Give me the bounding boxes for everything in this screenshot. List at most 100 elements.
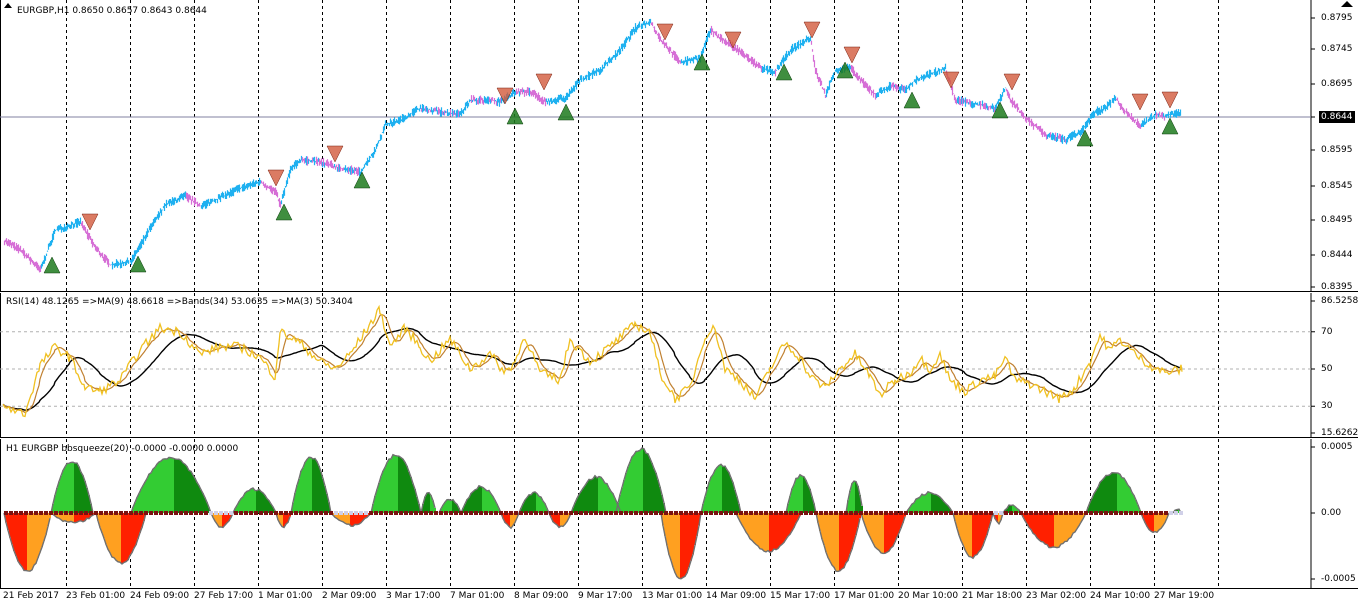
squeeze-dot <box>444 511 448 515</box>
squeeze-bar <box>710 477 712 513</box>
squeeze-dot <box>9 511 13 515</box>
squeeze-bar <box>988 513 990 528</box>
squeeze-dot <box>754 511 758 515</box>
price-tick-label: 0.8545 <box>1321 181 1353 191</box>
squeeze-bar <box>998 513 1000 524</box>
time-tick-label: 8 Mar 09:00 <box>514 591 569 601</box>
squeeze-bar <box>362 513 364 521</box>
squeeze-bar <box>811 496 813 513</box>
price-pane[interactable]: EURGBP,H1 0.8650 0.8657 0.8643 0.8644 0.… <box>0 0 1358 292</box>
squeeze-outline <box>460 484 502 514</box>
squeeze-bar <box>512 513 514 526</box>
squeeze-bar <box>966 513 968 554</box>
squeeze-dot <box>884 511 888 515</box>
squeeze-bar <box>645 453 647 513</box>
squeeze-bar <box>258 489 260 513</box>
squeeze-bar <box>1022 513 1024 518</box>
squeeze-dot <box>644 511 648 515</box>
squeeze-bar <box>283 513 285 528</box>
squeeze-bar <box>676 513 678 577</box>
squeeze-dot <box>159 511 163 515</box>
squeeze-dot <box>149 511 153 515</box>
squeeze-bar <box>123 513 125 563</box>
squeeze-bar <box>807 484 809 513</box>
squeeze-dot <box>349 511 353 515</box>
squeeze-bar <box>564 513 566 525</box>
squeeze-bar <box>88 495 90 513</box>
squeeze-dot <box>989 511 993 515</box>
squeeze-dot <box>284 511 288 515</box>
squeeze-chart[interactable] <box>0 439 1358 589</box>
time-tick-label: 13 Mar 01:00 <box>642 591 703 601</box>
squeeze-bar <box>720 464 722 513</box>
squeeze-dot <box>104 511 108 515</box>
squeeze-bar <box>196 482 198 513</box>
rsi-bands-line <box>2 327 1183 411</box>
squeeze-dot <box>634 511 638 515</box>
squeeze-dot <box>174 511 178 515</box>
squeeze-outline <box>1140 512 1170 534</box>
squeeze-dot <box>379 511 383 515</box>
squeeze-bar <box>127 513 129 560</box>
squeeze-dot <box>1069 511 1073 515</box>
squeeze-dot <box>1174 511 1178 515</box>
time-tick-label: 24 Feb 09:00 <box>130 591 190 601</box>
squeeze-pane[interactable]: H1 EURGBP bbsqueeze(20) -0.0000 -0.0000 … <box>0 439 1358 589</box>
squeeze-bar <box>851 513 853 550</box>
rsi-chart[interactable] <box>0 293 1358 438</box>
squeeze-bar <box>302 467 304 513</box>
squeeze-bar <box>795 513 797 524</box>
squeeze-dot <box>169 511 173 515</box>
squeeze-bar <box>64 513 66 521</box>
squeeze-bar <box>140 489 142 513</box>
price-tick-label: 0.8745 <box>1321 44 1353 54</box>
squeeze-outline <box>232 487 276 514</box>
squeeze-dot <box>639 511 643 515</box>
squeeze-dot <box>714 511 718 515</box>
squeeze-bar <box>418 504 420 513</box>
rsi-pane[interactable]: RSI(14) 48.1265 =>MA(9) 48.6618 =>Bands(… <box>0 293 1358 438</box>
squeeze-bar <box>324 486 326 513</box>
squeeze-bar <box>281 513 283 527</box>
squeeze-bar <box>238 501 240 513</box>
squeeze-bar <box>610 491 612 513</box>
squeeze-bar <box>154 467 156 513</box>
squeeze-bar <box>60 475 62 513</box>
squeeze-dot <box>609 511 613 515</box>
squeeze-bar <box>1034 513 1036 535</box>
squeeze-bar <box>1026 513 1028 524</box>
squeeze-bar <box>340 513 342 521</box>
squeeze-dot <box>154 511 158 515</box>
squeeze-dot <box>264 511 268 515</box>
squeeze-bar <box>1014 506 1016 513</box>
squeeze-dot <box>734 511 738 515</box>
squeeze-bar <box>540 497 542 513</box>
squeeze-dot <box>659 511 663 515</box>
squeeze-dot <box>944 511 948 515</box>
squeeze-dot <box>784 511 788 515</box>
squeeze-dot <box>674 511 678 515</box>
price-chart[interactable] <box>0 0 1358 292</box>
squeeze-dot <box>449 511 453 515</box>
squeeze-bar <box>5 513 7 523</box>
squeeze-dot <box>1154 511 1158 515</box>
current-price-tag: 0.8644 <box>1319 111 1355 123</box>
squeeze-bar <box>996 513 998 522</box>
squeeze-dot <box>539 511 543 515</box>
squeeze-bar <box>446 499 448 513</box>
squeeze-bar <box>864 513 866 526</box>
squeeze-bar <box>384 467 386 513</box>
squeeze-bar <box>821 513 823 539</box>
time-axis[interactable]: 21 Feb 2017 23 Feb 01:00 24 Feb 09:00 27 Fe… <box>0 589 1358 608</box>
squeeze-bar <box>799 474 801 513</box>
squeeze-bar <box>394 455 396 513</box>
squeeze-bar <box>734 489 736 513</box>
rsi-line <box>2 304 1183 418</box>
squeeze-bar <box>621 487 623 513</box>
squeeze-dot <box>999 511 1003 515</box>
price-tick-label: 0.8444 <box>1321 250 1353 260</box>
squeeze-bar <box>230 513 232 518</box>
squeeze-bar <box>440 508 442 513</box>
squeeze-dot <box>1064 511 1068 515</box>
squeeze-bar <box>144 482 146 513</box>
